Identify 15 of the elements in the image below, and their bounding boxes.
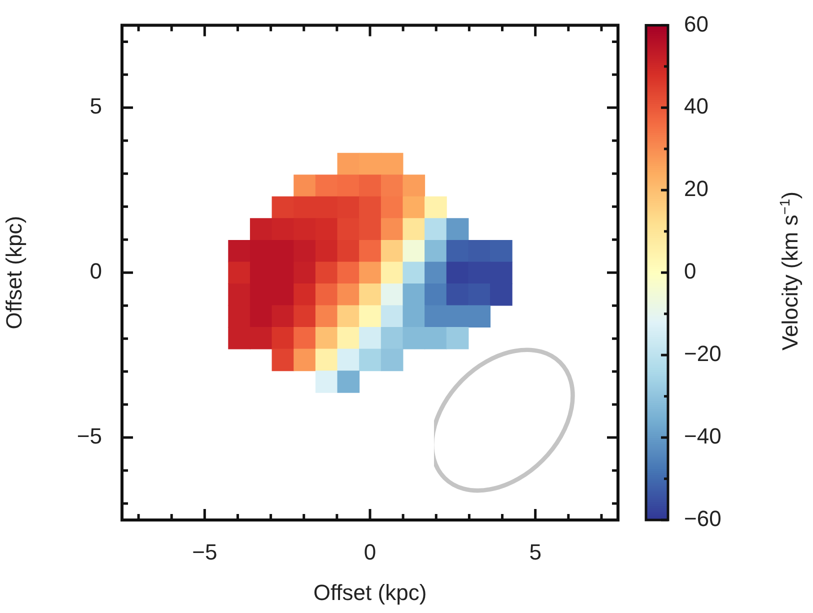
x-tick-label: 0 (364, 539, 376, 564)
color-bar-label: −40 (684, 424, 722, 449)
color-bar-label: 40 (684, 94, 708, 119)
x-tick-label: −5 (192, 539, 218, 564)
y-tick-label: −5 (76, 424, 102, 449)
color-bar-label: −60 (684, 506, 722, 532)
x-axis-title: Offset (kpc) (313, 580, 427, 605)
color-bar-label: −20 (684, 341, 722, 366)
y-tick-label: 5 (90, 94, 102, 119)
x-tick-label: 5 (529, 539, 542, 564)
color-bar-label: 60 (684, 11, 708, 36)
y-tick-label: 0 (90, 258, 102, 284)
color-bar-label: 20 (684, 176, 708, 202)
color-bar-label: 0 (684, 258, 696, 284)
y-axis-title: Offset (kpc) (1, 216, 26, 330)
